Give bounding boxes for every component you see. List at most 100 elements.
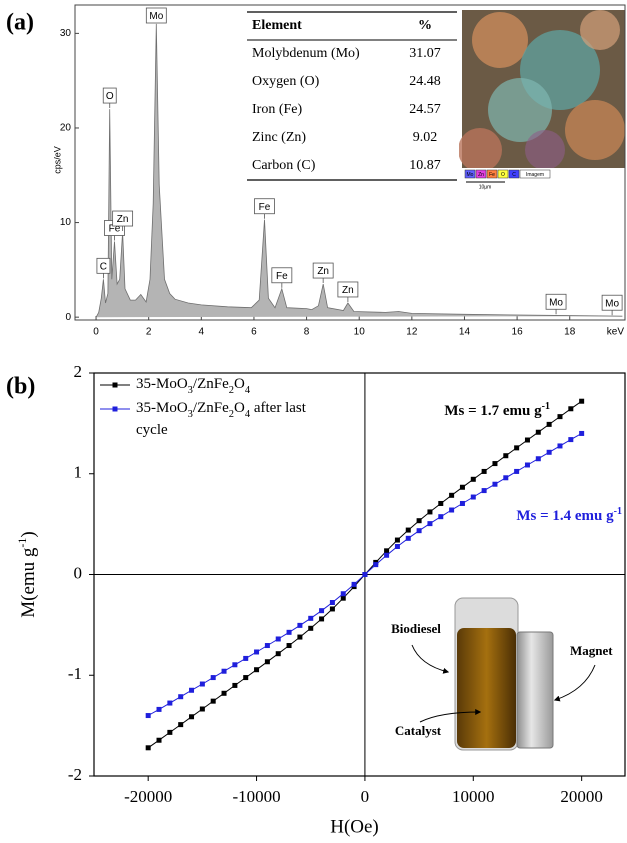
peak-label: Mo: [149, 11, 163, 22]
y-tick-label: 20: [60, 123, 72, 134]
y-axis-label-text: M(emu g: [18, 547, 39, 618]
data-point: [427, 509, 432, 514]
data-point: [547, 450, 552, 455]
data-point: [189, 688, 194, 693]
panel-b: (b)-20000-1000001000020000-2-1012H(Oe)M(…: [6, 362, 625, 837]
x-tick-label: 0: [93, 327, 99, 338]
micrograph-legend-label: Fe: [489, 172, 495, 178]
annotation-sup: -1: [542, 401, 550, 412]
table-cell: 24.48: [409, 74, 441, 89]
y-axis-label-end: ): [18, 531, 39, 537]
peak-label: Zn: [117, 214, 129, 225]
data-point: [514, 445, 519, 450]
table-cell: Molybdenum (Mo): [252, 46, 360, 61]
data-point: [341, 596, 346, 601]
table-cell: Iron (Fe): [252, 102, 302, 117]
x-tick-label: 0: [361, 787, 370, 806]
data-point: [568, 437, 573, 442]
data-point: [438, 501, 443, 506]
y-tick-label: 0: [74, 563, 83, 582]
data-point: [243, 656, 248, 661]
x-tick-label: 2: [146, 327, 152, 338]
data-point: [167, 701, 172, 706]
x-tick-label: 18: [564, 327, 576, 338]
x-tick-label: 14: [459, 327, 471, 338]
data-point: [417, 528, 422, 533]
data-point: [525, 462, 530, 467]
peak-label: Mo: [549, 297, 563, 308]
micrograph: [458, 10, 625, 190]
data-point: [579, 431, 584, 436]
data-point: [308, 626, 313, 631]
data-point: [417, 518, 422, 523]
data-point: [265, 659, 270, 664]
data-point: [427, 521, 432, 526]
legend-marker: [113, 407, 118, 412]
table-cell: 10.87: [409, 158, 441, 173]
y-tick-label: 10: [60, 217, 72, 228]
data-point: [319, 616, 324, 621]
micrograph-legend-label: Imagem: [526, 172, 544, 178]
data-point: [352, 582, 357, 587]
data-point: [406, 536, 411, 541]
legend-label: 35-MoO3/ZnFe2O4: [136, 376, 251, 395]
data-point: [222, 669, 227, 674]
data-point: [482, 469, 487, 474]
data-point: [341, 591, 346, 596]
data-point: [492, 482, 497, 487]
peak-label: Mo: [605, 298, 619, 309]
data-point: [265, 643, 270, 648]
data-point: [406, 528, 411, 533]
data-point: [536, 430, 541, 435]
data-point: [536, 456, 541, 461]
peak-label: Fe: [259, 202, 271, 213]
data-point: [232, 662, 237, 667]
data-point: [471, 477, 476, 482]
y-tick-label: -2: [68, 765, 82, 784]
data-point: [308, 616, 313, 621]
y-axis-label: cps/eV: [52, 146, 62, 174]
data-point: [384, 553, 389, 558]
table-bg: [247, 10, 459, 182]
x-tick-label: 12: [406, 327, 418, 338]
x-axis-label: H(Oe): [330, 816, 379, 837]
data-point: [557, 414, 562, 419]
data-point: [547, 422, 552, 427]
peak-label: C: [100, 261, 107, 272]
data-point: [287, 630, 292, 635]
x-tick-label: -20000: [124, 787, 172, 806]
y-tick-label: 1: [74, 463, 83, 482]
data-point: [395, 538, 400, 543]
data-point: [157, 707, 162, 712]
x-tick-label: 20000: [560, 787, 603, 806]
scale-label: 10µm: [479, 184, 492, 190]
data-point: [167, 730, 172, 735]
micrograph-legend-label: C: [512, 172, 516, 178]
data-point: [297, 623, 302, 628]
table-header: Element: [252, 18, 302, 33]
table-cell: 9.02: [413, 130, 438, 145]
data-point: [449, 493, 454, 498]
photo-label: Biodiesel: [391, 621, 441, 636]
data-point: [503, 453, 508, 458]
data-point: [146, 713, 151, 718]
y-axis-label: M(emu g-1): [15, 531, 40, 618]
data-point: [384, 548, 389, 553]
data-point: [525, 437, 530, 442]
annotation-text: Ms = 1.7 emu g: [444, 403, 542, 419]
data-point: [482, 488, 487, 493]
data-point: [579, 399, 584, 404]
data-point: [211, 699, 216, 704]
data-point: [254, 649, 259, 654]
peak-label: Zn: [317, 266, 329, 277]
x-tick-label: -10000: [232, 787, 280, 806]
data-point: [503, 475, 508, 480]
photo-label: Catalyst: [395, 723, 442, 738]
annotation: Ms = 1.4 emu g-1: [516, 506, 622, 525]
data-point: [438, 514, 443, 519]
photo-label: Magnet: [570, 643, 613, 658]
peak-label: Fe: [276, 271, 288, 282]
data-point: [514, 469, 519, 474]
micrograph-legend-label: O: [501, 172, 505, 178]
data-point: [200, 682, 205, 687]
